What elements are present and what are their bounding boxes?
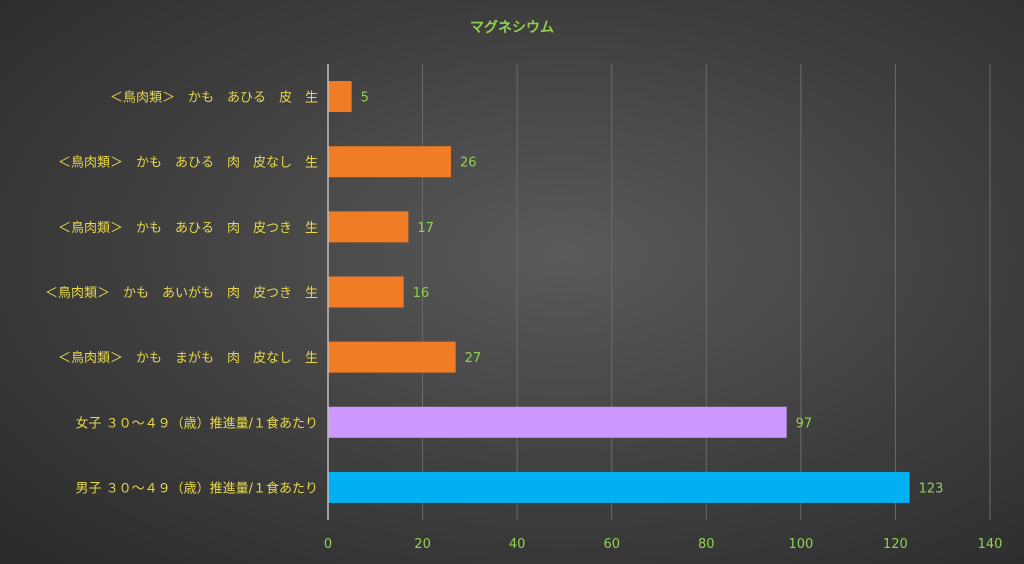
bar	[328, 276, 404, 308]
data-label: 97	[796, 416, 813, 431]
bar	[328, 146, 451, 178]
x-tick-label: 40	[509, 537, 526, 552]
data-labels: 5 26 17 16 27 97 123	[361, 91, 944, 497]
bar	[328, 406, 787, 438]
x-tick-label: 60	[603, 537, 620, 552]
x-tick-label: 20	[414, 537, 431, 552]
x-tick-label: 100	[788, 537, 813, 552]
category-label: 男子 ３０～４９（歳）推進量/１食あたり	[75, 480, 318, 496]
x-tick-label: 0	[324, 537, 332, 552]
x-tick-label: 80	[698, 537, 715, 552]
x-tick-label: 120	[883, 537, 908, 552]
data-label: 27	[465, 351, 482, 366]
data-label: 5	[361, 91, 369, 106]
data-label: 123	[919, 481, 944, 496]
category-label: ＜鳥肉類＞ かも あひる 肉 皮つき 生	[58, 221, 318, 236]
category-label: ＜鳥肉類＞ かも あひる 皮 生	[110, 91, 318, 106]
category-label: ＜鳥肉類＞ かも あいがも 肉 皮つき 生	[45, 286, 318, 301]
bar	[328, 341, 456, 373]
category-labels: ＜鳥肉類＞ かも あひる 皮 生 ＜鳥肉類＞ かも あひる 肉 皮なし 生 ＜鳥肉類…	[45, 91, 318, 497]
x-tick-labels: 0 20 40 60 80 100 120 140	[324, 537, 1003, 552]
data-label: 26	[460, 156, 477, 171]
gridlines	[422, 64, 991, 520]
bar	[328, 471, 910, 503]
data-label: 17	[417, 221, 434, 236]
category-label: ＜鳥肉類＞ かも あひる 肉 皮なし 生	[58, 156, 318, 171]
category-label: ＜鳥肉類＞ かも まがも 肉 皮なし 生	[58, 351, 318, 366]
category-label: 女子 ３０～４９（歳）推進量/１食あたり	[75, 415, 318, 431]
data-label: 16	[413, 286, 430, 301]
bars	[328, 81, 910, 503]
x-tick-label: 140	[978, 537, 1003, 552]
bar	[328, 211, 409, 243]
chart-title: マグネシウム	[470, 19, 554, 36]
bar	[328, 81, 352, 113]
